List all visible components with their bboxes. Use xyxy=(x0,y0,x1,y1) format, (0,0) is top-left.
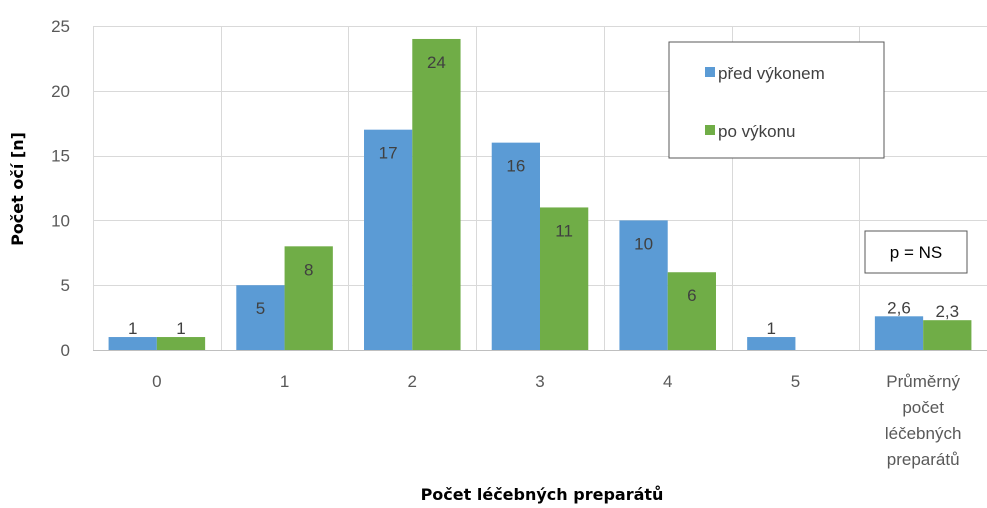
data-label: 16 xyxy=(506,157,525,176)
bar-series-0-cat-6 xyxy=(874,316,924,350)
bar-series-1-cat-2 xyxy=(412,38,461,351)
data-label: 17 xyxy=(379,144,398,163)
x-axis-ticks: 0 1 2 3 4 5 Průměrný počet léčebných preparátů xyxy=(152,372,961,469)
y-tick-label: 15 xyxy=(51,147,70,166)
data-label: 11 xyxy=(555,221,573,240)
legend-label-pred-vykonem: před výkonem xyxy=(718,64,825,83)
bar-series-1-cat-0 xyxy=(156,337,206,350)
x-tick-label-line: 1 xyxy=(280,372,289,391)
y-tick-label: 25 xyxy=(51,17,70,36)
data-label: 2,3 xyxy=(935,302,959,321)
bar-series-1-cat-1 xyxy=(284,246,333,350)
x-tick-label: 1 xyxy=(280,372,289,391)
x-tick-label-line: 5 xyxy=(791,372,800,391)
x-tick-label-line: Průměrný xyxy=(886,372,960,391)
bar-series-0-cat-0 xyxy=(108,337,157,350)
bar-series-0-cat-4 xyxy=(619,220,668,350)
legend-swatch-pred-vykonem xyxy=(705,67,715,77)
x-tick-label-line: 3 xyxy=(535,372,544,391)
legend-swatch-po-vykonu xyxy=(705,125,715,135)
x-tick-label: 5 xyxy=(791,372,800,391)
data-label: 1 xyxy=(176,319,185,338)
p-value-annotation: p = NS xyxy=(864,230,968,274)
x-tick-label: Průměrný počet léčebných preparátů xyxy=(885,372,962,469)
y-tick-label: 10 xyxy=(51,211,70,230)
data-label: 1 xyxy=(767,319,776,338)
bar-series-0-cat-2 xyxy=(364,129,413,350)
bar-series-0-cat-5 xyxy=(747,337,796,350)
bar-series-1-cat-6 xyxy=(923,320,972,350)
x-tick-label: 3 xyxy=(535,372,544,391)
x-tick-label: 0 xyxy=(152,372,161,391)
y-axis-ticks: 0 5 10 15 20 25 xyxy=(51,17,70,360)
y-axis-title: Počet očí [n] xyxy=(8,132,27,246)
legend-label-po-vykonu: po výkonu xyxy=(718,122,796,141)
x-tick-label-line: léčebných xyxy=(885,424,962,443)
data-label: 5 xyxy=(256,299,265,318)
x-tick-label: 2 xyxy=(408,372,417,391)
bar-series-0-cat-3 xyxy=(491,142,540,350)
y-tick-label: 5 xyxy=(61,276,70,295)
p-value-text: p = NS xyxy=(890,243,942,262)
data-labels: 1 5 17 16 10 1 2,6 1 8 24 11 6 2,3 xyxy=(128,53,959,338)
x-tick-label-line: počet xyxy=(902,398,944,417)
data-label: 6 xyxy=(687,286,696,305)
data-label: 8 xyxy=(304,260,313,279)
x-tick-label-line: 2 xyxy=(408,372,417,391)
x-tick-label-line: 0 xyxy=(152,372,161,391)
x-axis-title: Počet léčebných preparátů xyxy=(421,485,664,504)
bar-series-1-cat-3 xyxy=(540,207,589,350)
data-label: 10 xyxy=(634,234,653,253)
bar-series-0-cat-1 xyxy=(236,285,285,350)
x-tick-label: 4 xyxy=(663,372,672,391)
data-label: 24 xyxy=(427,53,446,72)
data-label: 2,6 xyxy=(887,298,911,317)
y-tick-label: 0 xyxy=(61,341,70,360)
legend: před výkonem po výkonu xyxy=(668,41,885,159)
bars xyxy=(108,38,972,351)
data-label: 1 xyxy=(128,319,137,338)
x-tick-label-line: 4 xyxy=(663,372,672,391)
y-tick-label: 20 xyxy=(51,82,70,101)
bar-series-1-cat-4 xyxy=(667,272,716,350)
x-tick-label-line: preparátů xyxy=(887,450,960,469)
